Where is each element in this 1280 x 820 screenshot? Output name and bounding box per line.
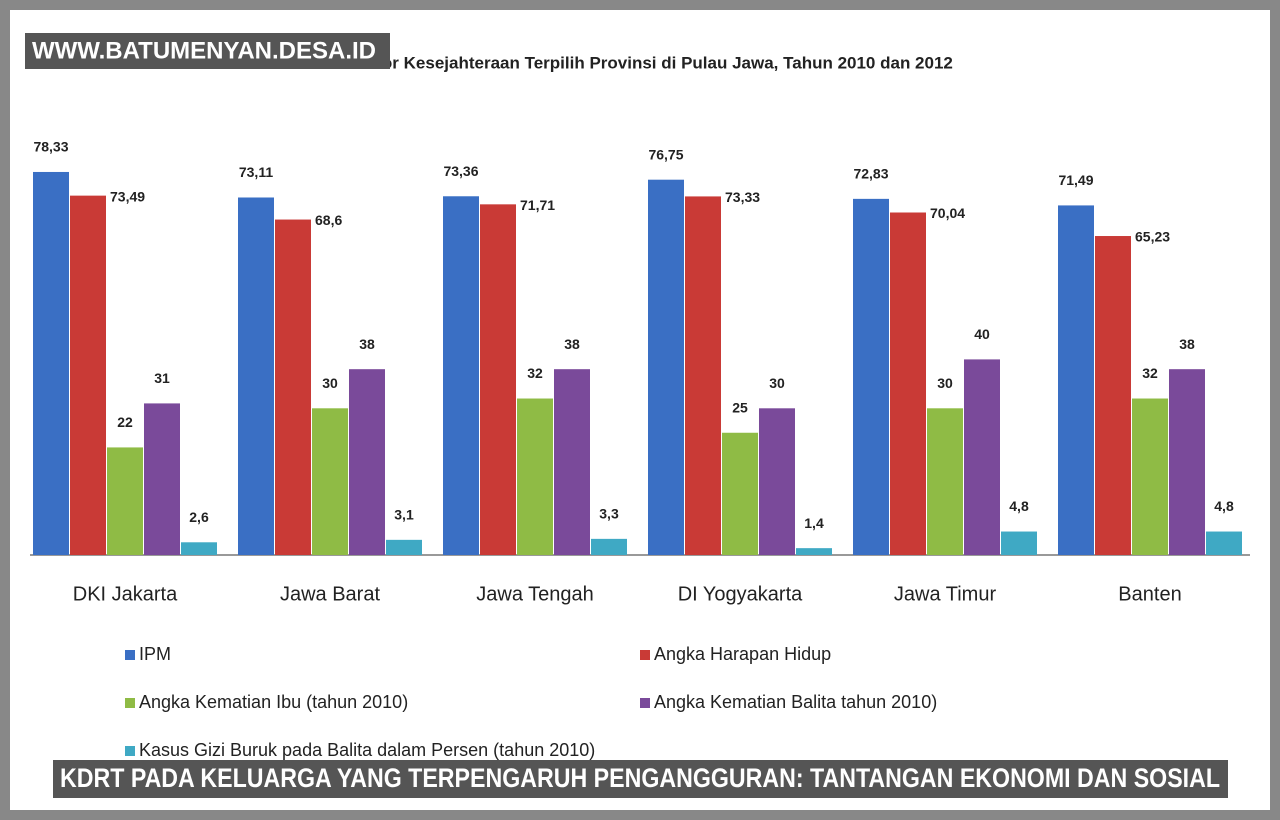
data-label: 72,83: [853, 166, 888, 182]
x-tick-label: Jawa Barat: [280, 583, 380, 605]
data-label: 22: [117, 414, 133, 430]
data-label: 70,04: [930, 205, 965, 221]
bar: [70, 195, 106, 555]
x-tick-label: DKI Jakarta: [73, 583, 178, 605]
bar: [349, 369, 385, 555]
data-label: 32: [1142, 365, 1158, 381]
bar: [685, 196, 721, 555]
bar: [890, 212, 926, 555]
chart-title: Indikator Kesejahteraan Terpilih Provins…: [327, 53, 953, 72]
data-label: 38: [564, 336, 580, 352]
data-label: 1,4: [804, 515, 824, 531]
data-label: 4,8: [1214, 498, 1234, 514]
bar: [238, 197, 274, 555]
bar: [1132, 398, 1168, 555]
legend-label: Angka Kematian Balita tahun 2010): [654, 692, 937, 712]
plot: DKI Jakarta Jawa Barat Jawa Tengah DI Yogya…: [33, 139, 1242, 760]
x-tick-label: DI Yogyakarta: [678, 583, 803, 605]
bar: [796, 548, 832, 555]
data-label: 78,33: [33, 139, 68, 155]
bar: [181, 542, 217, 555]
data-label: 73,33: [725, 189, 760, 205]
bar: [312, 408, 348, 555]
data-label: 65,23: [1135, 229, 1170, 245]
x-tick-label: Jawa Timur: [894, 583, 997, 605]
bar: [33, 171, 69, 555]
data-label: 30: [769, 375, 785, 391]
x-tick-label: Banten: [1118, 583, 1181, 605]
data-label: 4,8: [1009, 498, 1029, 514]
data-label: 73,36: [443, 163, 478, 179]
legend-swatch: [640, 650, 650, 660]
bar: [107, 447, 143, 555]
bar: [275, 219, 311, 555]
data-label: 38: [1179, 336, 1195, 352]
data-label: 73,11: [239, 164, 273, 180]
watermark: WWW.BATUMENYAN.DESA.ID: [32, 37, 376, 64]
bar: [517, 398, 553, 555]
data-label: 40: [974, 326, 990, 342]
bar: [759, 408, 795, 555]
legend-swatch: [125, 698, 135, 708]
bar: [853, 198, 889, 555]
bar: [443, 196, 479, 556]
data-label: 76,75: [648, 146, 683, 162]
bar: [554, 369, 590, 555]
data-label: 30: [937, 375, 953, 391]
data-label: 71,49: [1058, 172, 1093, 188]
data-label: 30: [322, 375, 338, 391]
bar: [927, 408, 963, 555]
bar: [480, 204, 516, 555]
data-label: 3,3: [599, 506, 619, 522]
legend-label: Angka Harapan Hidup: [654, 644, 831, 664]
legend-swatch: [125, 746, 135, 756]
legend-label: Kasus Gizi Buruk pada Balita dalam Perse…: [139, 740, 595, 760]
legend-swatch: [125, 650, 135, 660]
watermark-box: [25, 33, 390, 69]
bar: [1058, 205, 1094, 556]
data-label: 31: [154, 370, 170, 386]
data-label: 68,6: [315, 212, 342, 228]
caption: KDRT PADA KELUARGA YANG TERPENGARUH PENG…: [60, 763, 1220, 793]
bar: [722, 432, 758, 555]
data-label: 32: [527, 365, 543, 381]
data-label: 38: [359, 336, 375, 352]
bar: [1001, 531, 1037, 555]
data-label: 2,6: [189, 509, 209, 525]
data-label: 73,49: [110, 188, 145, 204]
bar: [1095, 236, 1131, 555]
bar: [1169, 369, 1205, 555]
x-tick-label: Jawa Tengah: [476, 583, 594, 605]
bar: [144, 403, 180, 555]
bar: [386, 539, 422, 555]
data-label: 3,1: [394, 507, 414, 523]
bar: [591, 538, 627, 555]
legend-swatch: [640, 698, 650, 708]
bar: [964, 359, 1000, 555]
legend-label: IPM: [139, 644, 171, 664]
data-label: 25: [732, 399, 748, 415]
data-label: 71,71: [520, 197, 555, 213]
bar: [1206, 531, 1242, 555]
legend-label: Angka Kematian Ibu (tahun 2010): [139, 692, 408, 712]
caption-box: [53, 760, 1228, 798]
bar: [648, 179, 684, 555]
